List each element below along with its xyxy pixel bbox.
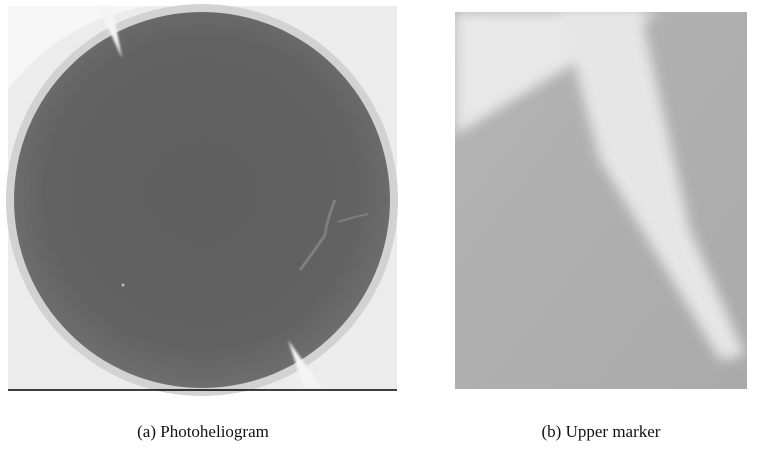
caption: (a) Photoheliogram	[137, 422, 269, 441]
caption: (b) Upper marker	[542, 422, 661, 441]
upper-marker-image	[455, 12, 747, 389]
figure: (a) Photoheliogram (b) Upper marker	[0, 0, 770, 459]
photoheliogram-image	[6, 4, 398, 396]
